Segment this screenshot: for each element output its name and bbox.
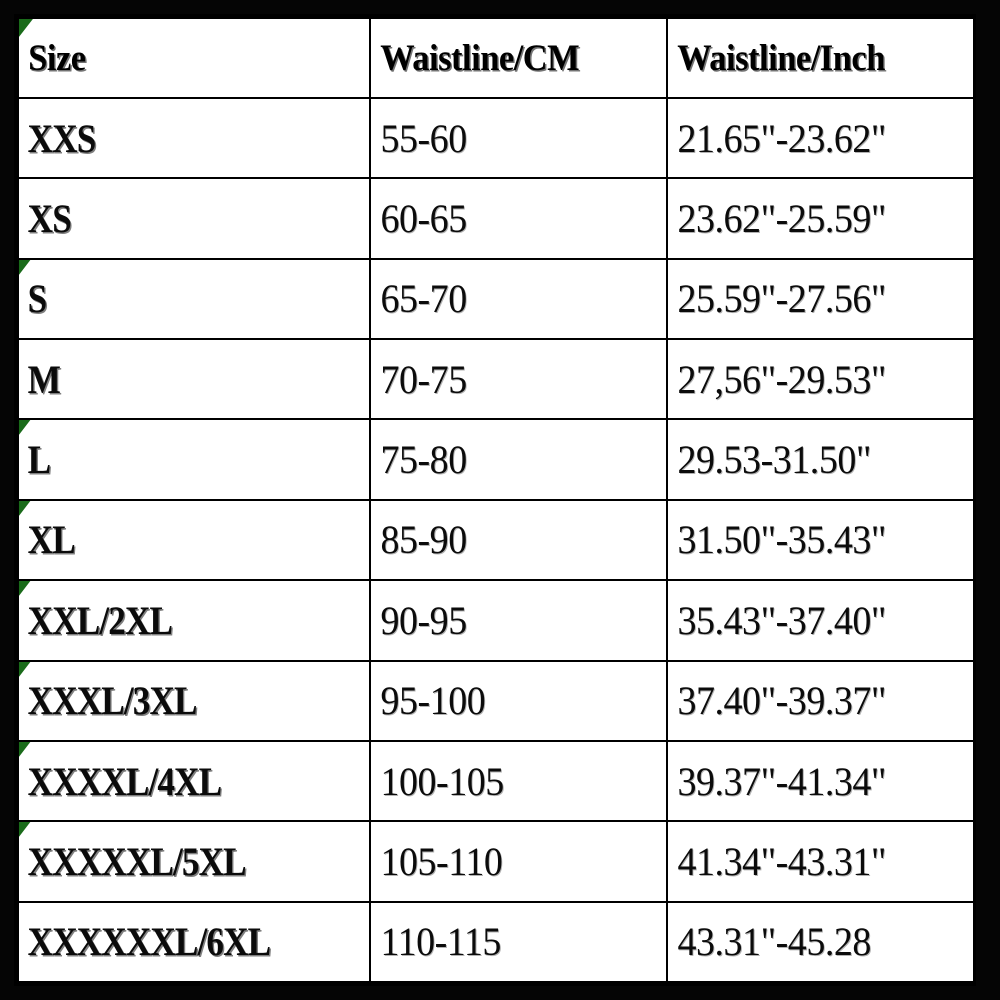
cell-waistline-inch: 37.40"-39.37" <box>666 659 960 742</box>
cell-waistline-inch: 43.31"-45.28 <box>666 900 960 983</box>
cell-size: XXXXXL/5XL <box>17 820 329 903</box>
cell-waistline-cm: 60-65 <box>369 177 654 260</box>
table-row: XXXXL/4XL 100-105 39.37"-41.34" <box>17 739 973 823</box>
size-chart-table: Size Waistline/CM Waistline/Inch XXS 55-6… <box>17 17 973 983</box>
cell-size: XXXXXXL/6XL <box>17 900 329 983</box>
size-chart-frame: Size Waistline/CM Waistline/Inch XXS 55-6… <box>14 14 976 986</box>
header-row: Size Waistline/CM Waistline/Inch <box>17 17 973 99</box>
cell-waistline-inch: 35.43"-37.40" <box>666 579 960 662</box>
cell-size: M <box>17 338 329 421</box>
cell-waistline-inch: 21.65"-23.62" <box>666 96 960 180</box>
cell-waistline-cm: 100-105 <box>369 739 654 823</box>
table-header: Size Waistline/CM Waistline/Inch <box>17 17 973 99</box>
column-header-size: Size <box>17 17 347 99</box>
green-artifact-icon <box>19 742 31 757</box>
cell-size: L <box>17 418 329 501</box>
green-artifact-icon <box>19 582 31 597</box>
cell-size: XL <box>17 498 329 582</box>
green-artifact-icon <box>19 662 31 677</box>
cell-waistline-cm: 55-60 <box>369 96 654 180</box>
cell-waistline-cm: 75-80 <box>369 418 654 501</box>
cell-waistline-cm: 85-90 <box>369 498 654 582</box>
cell-waistline-inch: 29.53-31.50" <box>666 418 960 501</box>
cell-size: XXS <box>17 96 329 180</box>
cell-size: S <box>17 257 329 341</box>
table-row: S 65-70 25.59"-27.56" <box>17 257 973 341</box>
cell-size: XXL/2XL <box>17 579 329 662</box>
table-row: XXXXXXL/6XL 110-115 43.31"-45.28 <box>17 900 973 983</box>
column-header-waistline-inch: Waistline/Inch <box>666 17 954 99</box>
table-row: XXS 55-60 21.65"-23.62" <box>17 96 973 180</box>
cell-waistline-inch: 25.59"-27.56" <box>666 257 960 341</box>
table-row: XS 60-65 23.62"-25.59" <box>17 177 973 260</box>
table-row: XL 85-90 31.50"-35.43" <box>17 498 973 582</box>
cell-size: XXXL/3XL <box>17 659 329 742</box>
cell-waistline-inch: 23.62"-25.59" <box>666 177 960 260</box>
green-artifact-icon <box>19 823 31 838</box>
green-artifact-icon <box>19 260 31 275</box>
cell-size: XS <box>17 177 329 260</box>
green-artifact-icon <box>19 421 31 436</box>
cell-size: XXXXL/4XL <box>17 739 329 823</box>
cell-waistline-cm: 95-100 <box>369 659 654 742</box>
cell-waistline-inch: 41.34"-43.31" <box>666 820 960 903</box>
cell-waistline-inch: 31.50"-35.43" <box>666 498 960 582</box>
cell-waistline-cm: 70-75 <box>369 338 654 421</box>
column-header-waistline-cm: Waistline/CM <box>369 17 648 99</box>
table-body: XXS 55-60 21.65"-23.62" XS 60-65 23.62"-25.59… <box>17 96 973 983</box>
green-artifact-icon <box>19 20 33 37</box>
cell-waistline-inch: 39.37"-41.34" <box>666 739 960 823</box>
cell-waistline-cm: 105-110 <box>369 820 654 903</box>
table-row: XXL/2XL 90-95 35.43"-37.40" <box>17 579 973 662</box>
cell-waistline-cm: 90-95 <box>369 579 654 662</box>
cell-waistline-cm: 110-115 <box>369 900 654 983</box>
cell-waistline-inch: 27,56"-29.53" <box>666 338 960 421</box>
green-artifact-icon <box>19 501 31 516</box>
table-row: XXXXXL/5XL 105-110 41.34"-43.31" <box>17 820 973 903</box>
table-row: XXXL/3XL 95-100 37.40"-39.37" <box>17 659 973 742</box>
table-row: M 70-75 27,56"-29.53" <box>17 338 973 421</box>
cell-waistline-cm: 65-70 <box>369 257 654 341</box>
table-row: L 75-80 29.53-31.50" <box>17 418 973 501</box>
